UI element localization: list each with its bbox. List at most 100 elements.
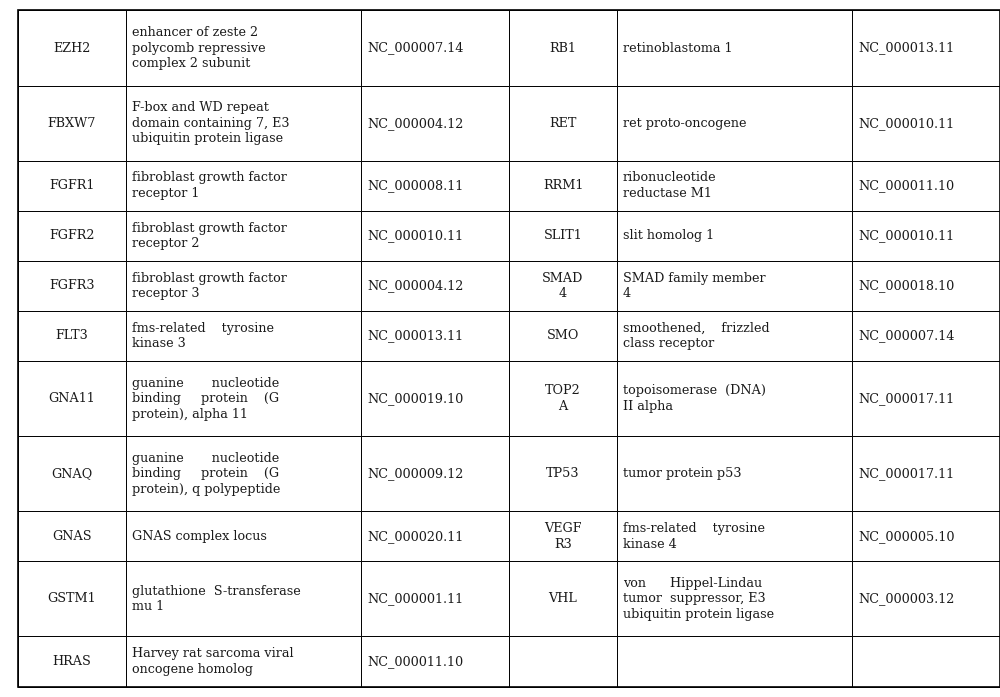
Bar — [18, 161, 126, 210]
Text: SLIT1: SLIT1 — [544, 229, 582, 243]
Text: TP53: TP53 — [546, 467, 580, 480]
Text: SMAD family member
4: SMAD family member 4 — [623, 272, 766, 300]
Text: GNAS complex locus: GNAS complex locus — [132, 530, 267, 543]
Bar — [361, 86, 509, 161]
Text: NC_000004.12: NC_000004.12 — [367, 116, 463, 130]
Text: NC_000005.10: NC_000005.10 — [858, 530, 954, 543]
Bar — [18, 210, 126, 261]
Text: ribonucleotide
reductase M1: ribonucleotide reductase M1 — [623, 171, 717, 200]
Text: NC_000001.11: NC_000001.11 — [367, 592, 463, 606]
Bar — [361, 261, 509, 311]
Text: NC_000017.11: NC_000017.11 — [858, 467, 954, 480]
Bar — [509, 261, 617, 311]
Bar — [509, 636, 617, 687]
Bar — [126, 311, 361, 361]
Text: NC_000020.11: NC_000020.11 — [367, 530, 463, 543]
Text: guanine       nucleotide
binding     protein    (G
protein), q polypeptide: guanine nucleotide binding protein (G pr… — [132, 452, 280, 496]
Bar — [617, 86, 852, 161]
Bar — [852, 10, 1000, 86]
Bar — [361, 311, 509, 361]
Bar — [509, 161, 617, 210]
Text: SMO: SMO — [547, 330, 579, 342]
Bar — [617, 161, 852, 210]
Bar — [509, 512, 617, 561]
Text: FGFR1: FGFR1 — [49, 179, 95, 192]
Text: GNA11: GNA11 — [49, 392, 95, 405]
Text: VHL: VHL — [549, 592, 577, 606]
Text: FGFR2: FGFR2 — [49, 229, 95, 243]
Text: slit homolog 1: slit homolog 1 — [623, 229, 714, 243]
Bar — [126, 436, 361, 512]
Bar — [126, 361, 361, 436]
Bar — [509, 561, 617, 636]
Bar — [509, 86, 617, 161]
Bar — [617, 436, 852, 512]
Text: HRAS: HRAS — [53, 655, 91, 668]
Bar — [361, 161, 509, 210]
Text: NC_000019.10: NC_000019.10 — [367, 392, 463, 405]
Text: TOP2
A: TOP2 A — [545, 384, 581, 413]
Bar — [18, 10, 126, 86]
Text: NC_000010.11: NC_000010.11 — [367, 229, 463, 243]
Bar — [852, 210, 1000, 261]
Text: tumor protein p53: tumor protein p53 — [623, 467, 742, 480]
Text: NC_000010.11: NC_000010.11 — [858, 229, 954, 243]
Bar — [18, 436, 126, 512]
Text: EZH2: EZH2 — [53, 42, 91, 54]
Bar — [852, 361, 1000, 436]
Text: fms-related    tyrosine
kinase 3: fms-related tyrosine kinase 3 — [132, 322, 274, 350]
Text: fms-related    tyrosine
kinase 4: fms-related tyrosine kinase 4 — [623, 522, 765, 551]
Text: FGFR3: FGFR3 — [49, 279, 95, 293]
Text: NC_000009.12: NC_000009.12 — [367, 467, 463, 480]
Bar — [509, 361, 617, 436]
Bar — [852, 311, 1000, 361]
Bar — [18, 636, 126, 687]
Text: RET: RET — [549, 116, 577, 130]
Bar — [509, 210, 617, 261]
Bar — [126, 561, 361, 636]
Bar — [18, 561, 126, 636]
Bar — [617, 210, 852, 261]
Text: smoothened,    frizzled
class receptor: smoothened, frizzled class receptor — [623, 322, 770, 350]
Text: glutathione  S-transferase
mu 1: glutathione S-transferase mu 1 — [132, 585, 301, 613]
Text: NC_000007.14: NC_000007.14 — [367, 42, 463, 54]
Bar — [126, 261, 361, 311]
Text: FLT3: FLT3 — [56, 330, 88, 342]
Text: guanine       nucleotide
binding     protein    (G
protein), alpha 11: guanine nucleotide binding protein (G pr… — [132, 376, 279, 420]
Bar — [852, 636, 1000, 687]
Text: F-box and WD repeat
domain containing 7, E3
ubiquitin protein ligase: F-box and WD repeat domain containing 7,… — [132, 101, 290, 145]
Bar — [126, 161, 361, 210]
Text: GNAQ: GNAQ — [51, 467, 93, 480]
Text: NC_000013.11: NC_000013.11 — [367, 330, 463, 342]
Text: VEGF
R3: VEGF R3 — [544, 522, 582, 551]
Text: FBXW7: FBXW7 — [48, 116, 96, 130]
Bar — [361, 10, 509, 86]
Bar — [617, 261, 852, 311]
Text: NC_000011.10: NC_000011.10 — [367, 655, 463, 668]
Text: RRM1: RRM1 — [543, 179, 583, 192]
Bar — [617, 311, 852, 361]
Text: ret proto-oncogene: ret proto-oncogene — [623, 116, 746, 130]
Text: NC_000018.10: NC_000018.10 — [858, 279, 954, 293]
Text: enhancer of zeste 2
polycomb repressive
complex 2 subunit: enhancer of zeste 2 polycomb repressive … — [132, 26, 266, 70]
Bar — [126, 86, 361, 161]
Bar — [361, 561, 509, 636]
Bar — [617, 10, 852, 86]
Bar — [852, 161, 1000, 210]
Text: fibroblast growth factor
receptor 1: fibroblast growth factor receptor 1 — [132, 171, 287, 200]
Bar — [361, 361, 509, 436]
Bar — [852, 261, 1000, 311]
Text: GNAS: GNAS — [52, 530, 92, 543]
Bar — [126, 10, 361, 86]
Bar — [18, 86, 126, 161]
Text: NC_000011.10: NC_000011.10 — [858, 179, 954, 192]
Bar — [852, 561, 1000, 636]
Bar — [361, 210, 509, 261]
Text: von      Hippel-Lindau
tumor  suppressor, E3
ubiquitin protein ligase: von Hippel-Lindau tumor suppressor, E3 u… — [623, 577, 774, 621]
Bar — [126, 512, 361, 561]
Text: NC_000003.12: NC_000003.12 — [858, 592, 954, 606]
Bar — [509, 311, 617, 361]
Bar — [617, 636, 852, 687]
Bar — [361, 436, 509, 512]
Text: retinoblastoma 1: retinoblastoma 1 — [623, 42, 732, 54]
